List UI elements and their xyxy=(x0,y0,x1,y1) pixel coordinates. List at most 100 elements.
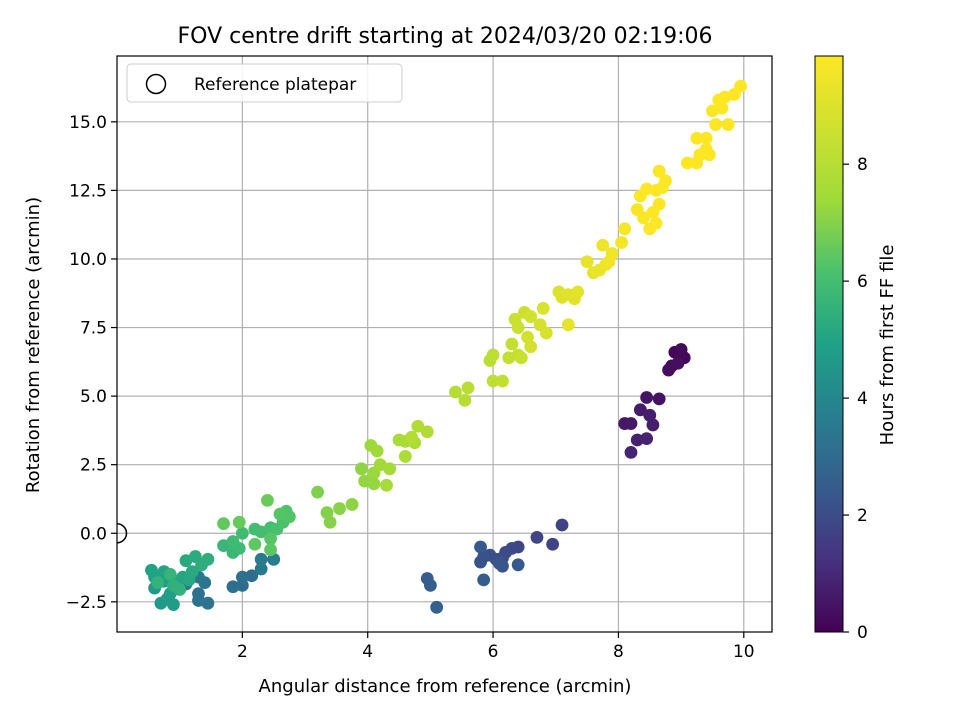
colorbar xyxy=(814,55,844,633)
data-point xyxy=(709,118,722,131)
data-point xyxy=(261,493,274,507)
data-point xyxy=(718,90,732,104)
data-point xyxy=(273,507,287,521)
data-point xyxy=(383,462,397,476)
data-point xyxy=(640,391,654,404)
data-point xyxy=(398,450,412,463)
data-point xyxy=(423,578,437,592)
data-point xyxy=(624,445,638,459)
data-point xyxy=(646,205,660,219)
data-point xyxy=(734,79,748,93)
data-point xyxy=(267,552,281,566)
data-point xyxy=(380,478,393,492)
data-point xyxy=(511,321,525,334)
data-point xyxy=(721,118,735,131)
data-point xyxy=(254,552,268,566)
data-point xyxy=(235,526,249,540)
x-axis-label: Angular distance from reference (arcmin) xyxy=(259,676,632,697)
data-point xyxy=(235,570,249,584)
data-point xyxy=(248,537,262,551)
data-point xyxy=(674,343,688,356)
y-tick-label: 7.5 xyxy=(80,319,107,339)
data-point xyxy=(690,131,704,145)
data-point xyxy=(405,430,418,444)
x-tick-label: 4 xyxy=(362,642,373,662)
data-point xyxy=(699,131,713,145)
data-point xyxy=(662,363,675,377)
data-point xyxy=(311,485,324,499)
x-axis-ticks: 2 4 6 8 10 xyxy=(237,632,755,662)
data-point xyxy=(602,255,616,269)
chart-title: FOV centre drift starting at 2024/03/20 … xyxy=(178,24,713,49)
data-point xyxy=(652,164,666,178)
data-point xyxy=(323,515,337,529)
x-tick-label: 8 xyxy=(613,642,624,662)
data-point xyxy=(430,600,444,614)
data-point xyxy=(521,330,534,344)
data-point xyxy=(151,576,165,590)
data-point xyxy=(486,348,500,362)
data-point xyxy=(546,537,560,551)
y-tick-label: 12.5 xyxy=(69,181,107,201)
data-points xyxy=(145,79,748,614)
data-point xyxy=(320,506,334,520)
data-point xyxy=(254,562,268,576)
data-point xyxy=(596,238,610,252)
data-point xyxy=(201,596,215,610)
legend-box xyxy=(126,63,403,103)
data-point xyxy=(505,337,519,351)
y-tick-label: 2.5 xyxy=(80,456,107,476)
data-point xyxy=(580,255,594,269)
plot-frame xyxy=(116,55,773,633)
y-axis-ticks: −2.5 0.0 2.5 5.0 7.5 10.0 12.5 15.0 xyxy=(66,113,117,613)
x-tick-label: 10 xyxy=(733,642,755,662)
legend-marker-hollow-circle-icon xyxy=(145,73,167,95)
data-point xyxy=(145,563,158,577)
data-point xyxy=(671,356,685,370)
colorbar-tick-label: 6 xyxy=(857,272,868,292)
data-point xyxy=(496,374,509,388)
data-point xyxy=(618,222,632,236)
data-point xyxy=(536,301,550,315)
data-point xyxy=(624,417,638,430)
data-point xyxy=(163,568,177,581)
data-point xyxy=(615,236,628,249)
data-point xyxy=(245,569,259,583)
y-tick-label: 0.0 xyxy=(80,524,107,544)
data-point xyxy=(633,403,647,417)
data-point xyxy=(264,532,277,546)
colorbar-tick-label: 2 xyxy=(857,506,868,526)
data-point xyxy=(201,552,215,566)
data-point xyxy=(524,340,538,354)
data-point xyxy=(530,530,544,544)
data-point xyxy=(659,174,672,188)
data-point xyxy=(173,583,187,596)
data-point xyxy=(167,598,180,611)
reference-layer xyxy=(117,523,128,544)
data-point xyxy=(226,535,240,548)
data-point xyxy=(524,310,538,323)
data-point xyxy=(680,156,694,170)
data-point xyxy=(514,351,528,365)
colorbar-ticks: 0 2 4 6 8 xyxy=(843,155,868,643)
data-point xyxy=(511,558,525,572)
data-point xyxy=(370,444,384,458)
data-point xyxy=(461,381,475,395)
y-tick-label: −2.5 xyxy=(66,593,107,613)
data-point xyxy=(420,425,434,439)
data-point xyxy=(496,559,509,573)
colorbar-tick-label: 0 xyxy=(857,623,868,643)
data-point xyxy=(264,543,277,557)
data-point xyxy=(640,432,654,446)
legend: Reference platepar xyxy=(126,63,403,103)
data-point xyxy=(702,148,716,162)
x-tick-label: 6 xyxy=(488,642,499,662)
y-tick-label: 5.0 xyxy=(80,387,107,407)
legend-label: Reference platepar xyxy=(194,75,356,95)
data-point xyxy=(571,285,585,299)
data-point xyxy=(640,182,654,196)
data-point xyxy=(555,518,569,532)
data-point xyxy=(474,540,487,554)
